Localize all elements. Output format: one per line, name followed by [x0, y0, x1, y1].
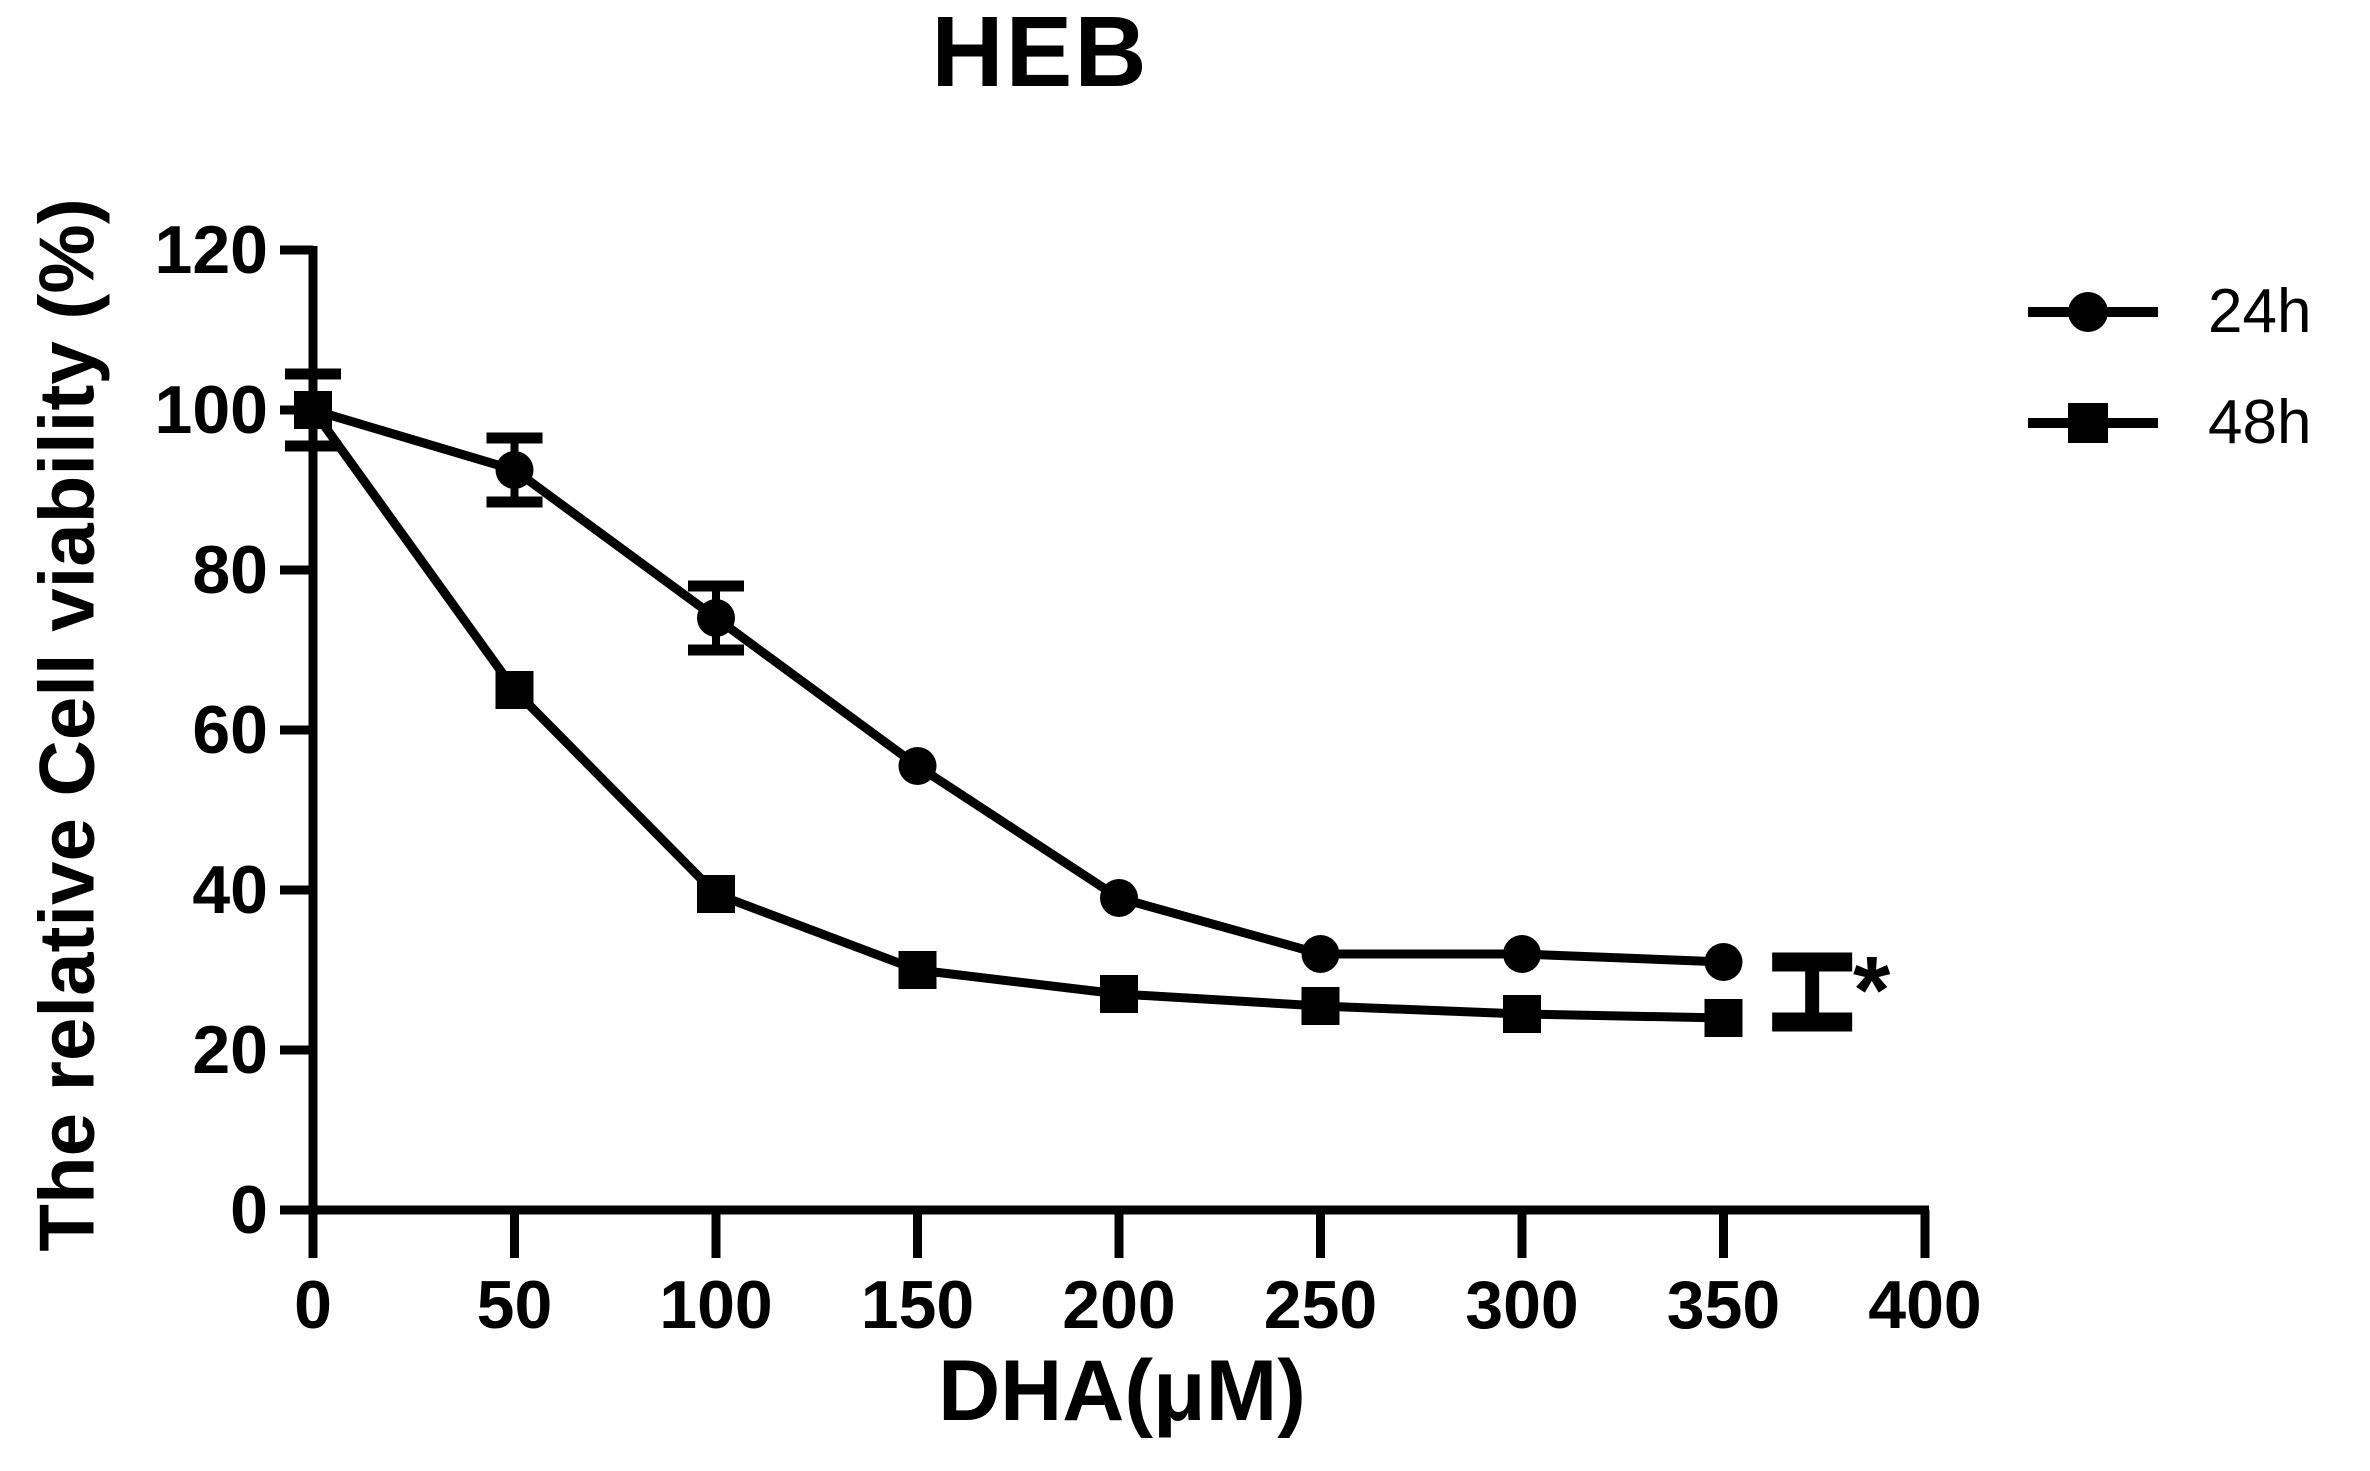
x-tick-label: 100 [659, 1267, 772, 1343]
data-point-circle [697, 599, 735, 637]
legend-item-24h: 24h [2028, 277, 2312, 346]
x-tick-label: 300 [1465, 1267, 1578, 1343]
x-tick-label: 200 [1062, 1267, 1175, 1343]
x-tick-label: 250 [1264, 1267, 1377, 1343]
y-tick-label: 40 [192, 852, 268, 928]
x-axis-title: DHA(μM) [938, 1343, 1306, 1439]
y-tick-label: 60 [192, 692, 268, 768]
x-tick-label: 50 [477, 1267, 553, 1343]
significance-asterisk: * [1853, 937, 1891, 1044]
data-point-circle [495, 451, 534, 489]
data-point-square [697, 875, 735, 913]
data-point-circle [1100, 879, 1138, 917]
data-point-square [1503, 995, 1541, 1033]
circle-marker-icon [2028, 292, 2158, 332]
legend-label: 24h [2208, 277, 2312, 346]
legend-item-48h: 48h [2028, 388, 2312, 457]
data-point-circle [1704, 943, 1743, 981]
x-tick-label: 350 [1667, 1267, 1780, 1343]
data-point-circle [1503, 935, 1541, 973]
x-tick-label: 150 [861, 1267, 974, 1343]
x-tick-label: 400 [1868, 1267, 1981, 1343]
data-point-square [1704, 999, 1743, 1037]
y-tick-label: 120 [155, 212, 268, 288]
data-point-square [1301, 987, 1340, 1025]
y-tick-label: 0 [230, 1172, 268, 1248]
data-point-square [898, 951, 937, 989]
y-axis-title: The relative Cell viability (%) [22, 198, 111, 1252]
y-tick-label: 80 [192, 532, 268, 608]
axes: 0 20 40 60 80 100 120 0 50 100 150 200 250 300 350 400 [155, 212, 1982, 1343]
series-48h [285, 368, 1743, 1037]
y-tick-label: 100 [155, 372, 268, 448]
x-tick-label: 0 [294, 1267, 332, 1343]
square-marker-icon [2028, 403, 2158, 443]
significance-bracket [1772, 952, 1853, 1032]
y-tick-label: 20 [192, 1012, 268, 1088]
legend-label: 48h [2208, 388, 2312, 457]
data-point-circle [1301, 935, 1340, 973]
data-point-circle [898, 747, 937, 785]
chart-title: HEB [931, 0, 1149, 108]
data-point-square [495, 671, 534, 709]
data-point-square [1100, 975, 1138, 1013]
data-point-square [294, 391, 332, 429]
